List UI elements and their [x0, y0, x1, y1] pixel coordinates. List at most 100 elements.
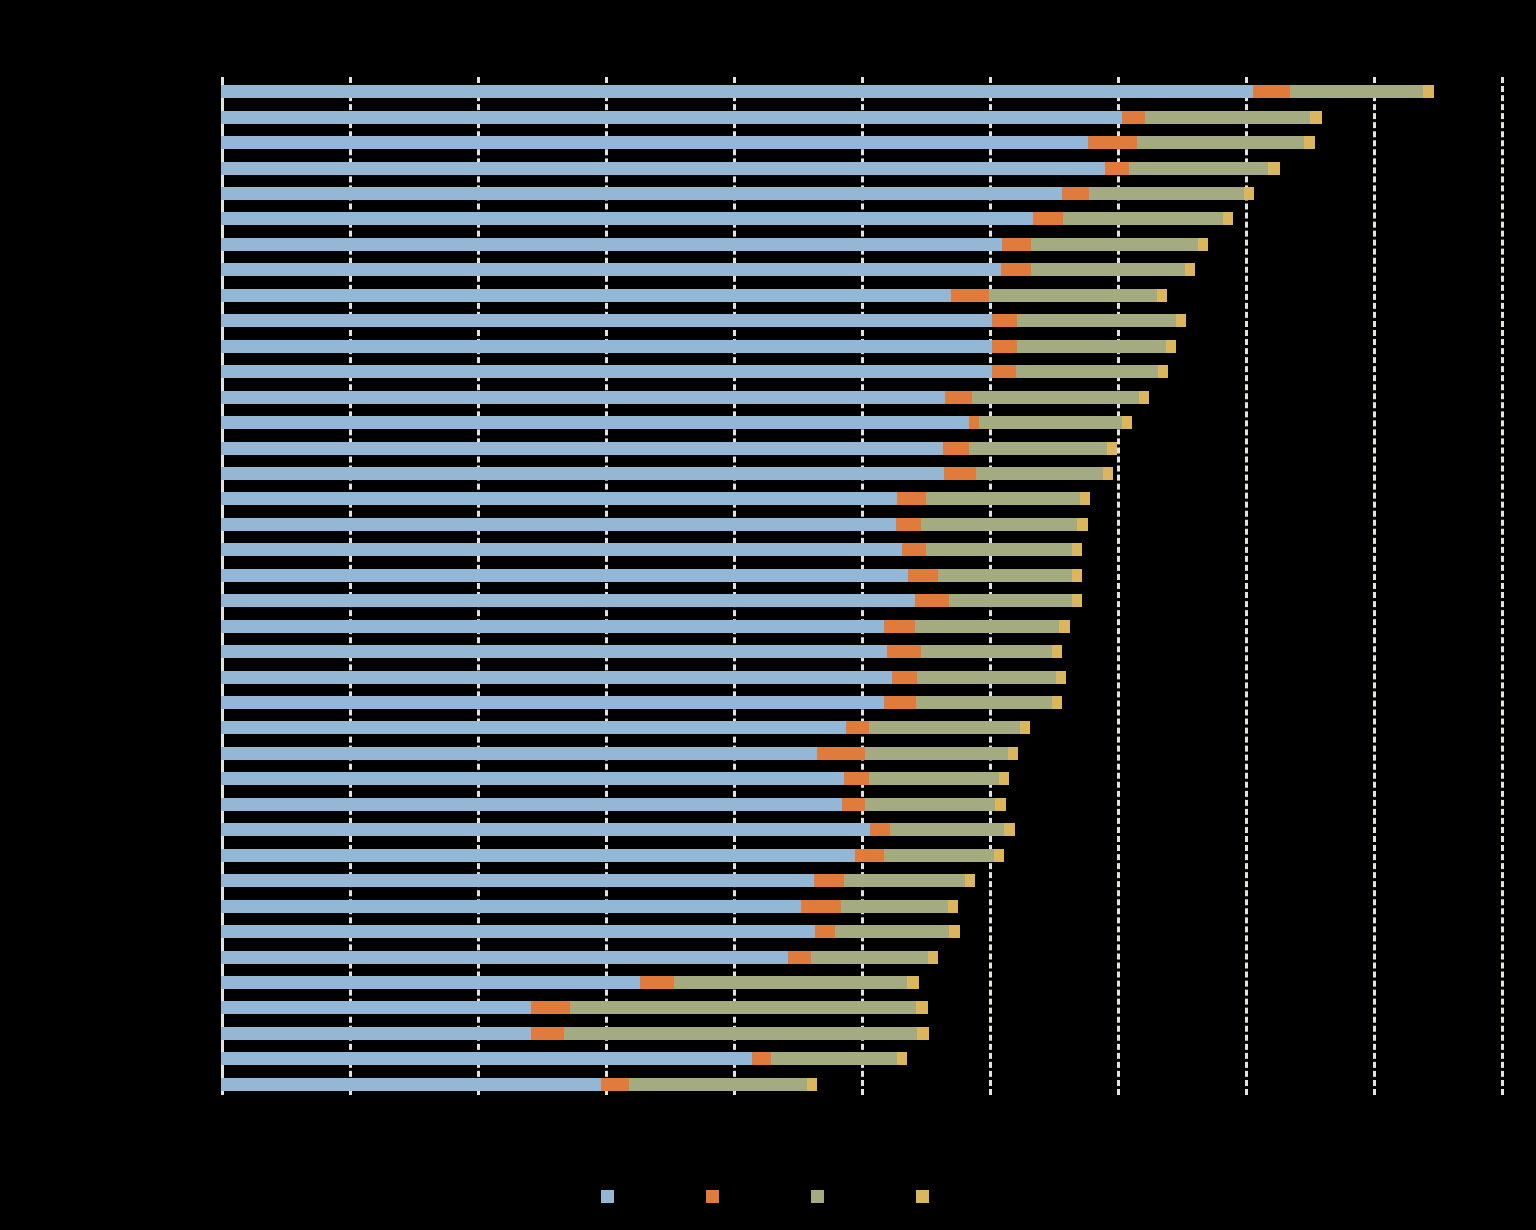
bar-segment-blue[interactable] [221, 212, 1033, 226]
bar-row[interactable] [221, 925, 960, 939]
bar-row[interactable] [221, 85, 1435, 99]
bar-segment-olive[interactable] [844, 874, 965, 888]
bar-segment-yellow[interactable] [1079, 492, 1091, 506]
bar-segment-olive[interactable] [1145, 110, 1311, 124]
bar-segment-olive[interactable] [926, 492, 1080, 506]
bar-segment-orange[interactable] [530, 1001, 571, 1015]
bar-segment-blue[interactable] [221, 950, 789, 964]
bar-segment-yellow[interactable] [1184, 263, 1196, 277]
bar-row[interactable] [221, 365, 1169, 379]
bar-segment-orange[interactable] [817, 746, 865, 760]
bar-row[interactable] [221, 441, 1117, 455]
bar-segment-blue[interactable] [221, 161, 1106, 175]
bar-row[interactable] [221, 645, 1062, 659]
bar-segment-blue[interactable] [221, 645, 887, 659]
bar-segment-yellow[interactable] [807, 1077, 818, 1091]
bar-segment-orange[interactable] [639, 975, 675, 989]
bar-segment-blue[interactable] [221, 390, 946, 404]
bar-segment-orange[interactable] [800, 899, 841, 913]
bar-row[interactable] [221, 772, 1010, 786]
bar-segment-olive[interactable] [1017, 314, 1176, 328]
bar-segment-olive[interactable] [868, 721, 1020, 735]
bar-segment-blue[interactable] [221, 746, 818, 760]
bar-segment-orange[interactable] [1000, 263, 1032, 277]
bar-row[interactable] [221, 696, 1062, 710]
bar-segment-olive[interactable] [1031, 263, 1185, 277]
bar-segment-blue[interactable] [221, 823, 870, 837]
bar-segment-yellow[interactable] [1122, 416, 1133, 430]
bar-segment-blue[interactable] [221, 466, 945, 480]
bar-segment-yellow[interactable] [1102, 466, 1114, 480]
bar-row[interactable] [221, 899, 959, 913]
bar-segment-yellow[interactable] [1059, 619, 1070, 633]
bar-row[interactable] [221, 1001, 928, 1015]
bar-segment-blue[interactable] [221, 288, 951, 302]
bar-segment-orange[interactable] [884, 696, 917, 710]
bar-row[interactable] [221, 975, 919, 989]
bar-segment-blue[interactable] [221, 925, 815, 939]
bar-segment-orange[interactable] [968, 416, 979, 430]
bar-segment-blue[interactable] [221, 85, 1253, 99]
bar-segment-orange[interactable] [845, 721, 869, 735]
bar-row[interactable] [221, 237, 1208, 251]
bar-row[interactable] [221, 670, 1066, 684]
bar-segment-blue[interactable] [221, 441, 943, 455]
bar-segment-yellow[interactable] [1165, 339, 1176, 353]
bar-segment-blue[interactable] [221, 670, 892, 684]
bar-segment-orange[interactable] [950, 288, 989, 302]
bar-segment-yellow[interactable] [1422, 85, 1435, 99]
bar-segment-yellow[interactable] [1223, 212, 1234, 226]
bar-segment-orange[interactable] [991, 314, 1018, 328]
bar-segment-blue[interactable] [221, 1001, 531, 1015]
bar-segment-olive[interactable] [1031, 237, 1198, 251]
bar-segment-olive[interactable] [976, 466, 1103, 480]
bar-segment-orange[interactable] [942, 441, 969, 455]
bar-segment-yellow[interactable] [999, 772, 1010, 786]
bar-row[interactable] [221, 1077, 818, 1091]
bar-segment-yellow[interactable] [1156, 288, 1167, 302]
bar-segment-blue[interactable] [221, 899, 801, 913]
bar-segment-yellow[interactable] [1004, 823, 1015, 837]
bar-row[interactable] [221, 416, 1133, 430]
bar-segment-yellow[interactable] [1243, 187, 1254, 201]
bar-segment-yellow[interactable] [1138, 390, 1149, 404]
bar-row[interactable] [221, 187, 1254, 201]
bar-segment-olive[interactable] [921, 645, 1052, 659]
bar-segment-orange[interactable] [886, 645, 922, 659]
bar-segment-blue[interactable] [221, 1077, 602, 1091]
bar-segment-olive[interactable] [937, 568, 1073, 582]
bar-segment-orange[interactable] [788, 950, 812, 964]
bar-segment-orange[interactable] [1122, 110, 1146, 124]
bar-segment-blue[interactable] [221, 365, 992, 379]
bar-segment-yellow[interactable] [1268, 161, 1280, 175]
bar-segment-blue[interactable] [221, 339, 992, 353]
bar-segment-yellow[interactable] [1175, 314, 1187, 328]
bar-row[interactable] [221, 594, 1083, 608]
bar-segment-orange[interactable] [908, 568, 938, 582]
bar-segment-blue[interactable] [221, 187, 1062, 201]
bar-segment-yellow[interactable] [949, 925, 960, 939]
bar-segment-olive[interactable] [917, 670, 1056, 684]
bar-segment-yellow[interactable] [1077, 517, 1088, 531]
bar-segment-orange[interactable] [1061, 187, 1089, 201]
bar-segment-blue[interactable] [221, 594, 915, 608]
bar-row[interactable] [221, 212, 1234, 226]
bar-segment-orange[interactable] [813, 874, 845, 888]
bar-row[interactable] [221, 823, 1015, 837]
bar-segment-blue[interactable] [221, 848, 855, 862]
bar-row[interactable] [221, 339, 1176, 353]
bar-segment-blue[interactable] [221, 263, 1001, 277]
bar-segment-olive[interactable] [978, 416, 1123, 430]
bar-segment-yellow[interactable] [1055, 670, 1066, 684]
bar-segment-blue[interactable] [221, 696, 885, 710]
bar-segment-olive[interactable] [840, 899, 949, 913]
bar-segment-olive[interactable] [1063, 212, 1224, 226]
bar-segment-olive[interactable] [926, 543, 1073, 557]
bar-segment-blue[interactable] [221, 237, 1002, 251]
bar-segment-olive[interactable] [1017, 339, 1166, 353]
bar-segment-yellow[interactable] [916, 1001, 928, 1015]
bar-segment-olive[interactable] [811, 950, 928, 964]
bar-segment-olive[interactable] [890, 823, 1005, 837]
bar-segment-orange[interactable] [991, 365, 1016, 379]
bar-segment-orange[interactable] [752, 1052, 772, 1066]
